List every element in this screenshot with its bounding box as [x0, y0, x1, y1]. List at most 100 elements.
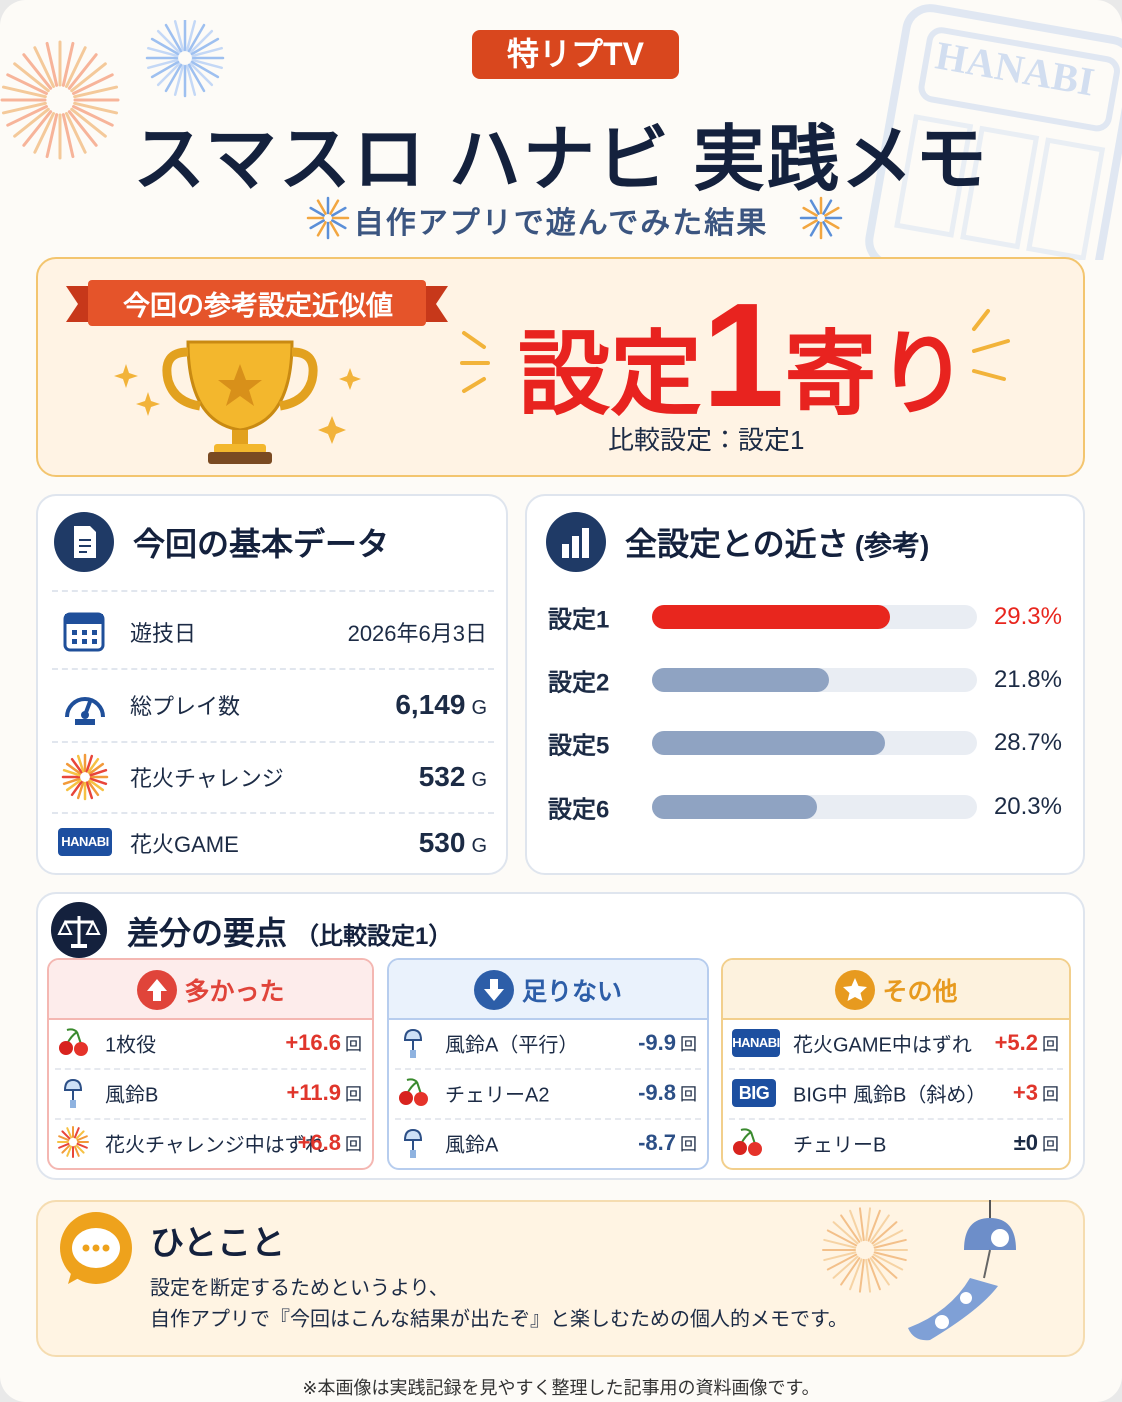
decoration [73, 85, 119, 99]
decoration [871, 1221, 898, 1245]
decoration [329, 221, 340, 237]
column-title: 多かった [184, 978, 285, 1006]
decoration [840, 1214, 861, 1243]
decoration [908, 1200, 1016, 1341]
column-header [49, 960, 372, 1020]
trophy [110, 330, 370, 480]
decoration [92, 630, 97, 635]
decoration [76, 1135, 88, 1142]
item-label: 花火チャレンジ中はずれ [105, 1134, 325, 1157]
basic-card [36, 494, 508, 875]
decoration [57, 1126, 89, 1158]
verdict-part: 寄り [784, 324, 969, 426]
decoration [190, 37, 220, 56]
icon [57, 1026, 89, 1060]
decoration [68, 1270, 86, 1284]
decoration [89, 768, 108, 777]
decoration [66, 280, 448, 326]
decoration [146, 979, 167, 1001]
verdict-part: 1 [702, 273, 785, 438]
decoration [462, 377, 486, 393]
bar-label: 設定2 [548, 669, 610, 697]
badge-label: 特リプTV [472, 30, 679, 79]
decoration [399, 1091, 413, 1105]
bar [652, 668, 830, 692]
row-value: 530 G [419, 827, 487, 859]
item-label: 花火GAME中はずれ [793, 1034, 972, 1057]
decoration [76, 781, 85, 800]
decoration [822, 221, 833, 237]
item-value: +6.8 回 [298, 1130, 362, 1156]
value: ±0 [1013, 1130, 1038, 1155]
wind-chime [900, 1200, 1050, 1360]
decoration [279, 347, 318, 411]
decoration [75, 719, 95, 725]
decoration [972, 309, 990, 331]
decoration [991, 1229, 1009, 1247]
decoration [66, 1145, 73, 1157]
decoration [136, 392, 160, 416]
column-header [389, 960, 707, 1020]
decoration [65, 762, 82, 775]
decoration [1026, 137, 1106, 262]
decoration [114, 364, 138, 388]
decoration [51, 902, 107, 958]
decoration [403, 1028, 423, 1041]
decoration [894, 114, 974, 238]
separator [52, 812, 494, 814]
decoration [0, 18, 225, 160]
icon [397, 1126, 429, 1160]
decoration [867, 1258, 881, 1291]
accent-lines [458, 325, 498, 395]
decoration [460, 331, 490, 393]
decoration [62, 777, 81, 786]
column-title: その他 [882, 978, 958, 1006]
verdict: 設定 1 寄り [518, 282, 968, 430]
decoration [102, 1244, 110, 1252]
decoration [72, 105, 114, 127]
decoration [869, 1257, 890, 1286]
decoration [70, 1100, 76, 1108]
decoration [918, 27, 1120, 132]
decoration [983, 1249, 991, 1279]
item-label: チェリーB [793, 1134, 887, 1157]
decoration [331, 206, 347, 217]
decoration [309, 219, 325, 230]
unit: 回 [345, 1135, 362, 1154]
decoration [403, 1128, 423, 1141]
decoration [75, 1130, 85, 1140]
decoration [410, 1150, 416, 1158]
decoration [474, 970, 514, 1010]
value: -9.9 [638, 1030, 676, 1055]
decoration [802, 206, 818, 217]
firework-decoration [0, 18, 230, 180]
item-value: +3 回 [1013, 1080, 1059, 1106]
title-note: （比較設定1） [295, 923, 453, 950]
decoration [61, 1144, 71, 1154]
value: 6,149 [395, 689, 466, 720]
decoration [414, 1092, 428, 1106]
decoration [59, 1028, 88, 1056]
item-value: +11.9 回 [287, 1080, 362, 1106]
decoration [45, 113, 59, 159]
decoration [76, 1142, 88, 1149]
row-value: 2026年6月3日 [348, 616, 487, 648]
decoration [869, 1214, 890, 1243]
bar-label: 設定6 [548, 796, 610, 824]
decoration [191, 58, 223, 70]
decoration [871, 1255, 898, 1279]
decoration [82, 1244, 90, 1252]
badge: BIG [732, 1079, 776, 1107]
ribbon-shape [66, 278, 448, 330]
section-icon [51, 902, 107, 958]
decoration [908, 1278, 998, 1341]
item-label: 風鈴B [105, 1084, 159, 1107]
decoration [85, 781, 94, 800]
decoration [1, 101, 47, 115]
firework-decoration [820, 1205, 910, 1295]
separator [52, 590, 494, 592]
decoration [70, 107, 107, 138]
decoration [85, 754, 94, 773]
bar-value-label: 29.3% [993, 603, 1062, 630]
